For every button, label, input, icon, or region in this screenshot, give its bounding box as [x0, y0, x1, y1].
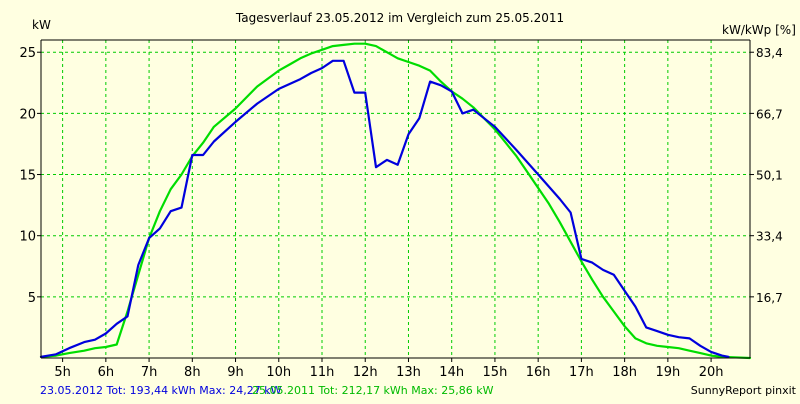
x-tick-label: 16h [526, 365, 551, 380]
x-tick-label: 11h [310, 365, 335, 380]
footer-credit: SunnyReport pinxit [691, 384, 797, 397]
x-tick-label: 12h [353, 365, 378, 380]
chart-title: Tagesverlauf 23.05.2012 im Vergleich zum… [235, 11, 564, 25]
y-axis-left-ticks: 5 10 15 20 25 [19, 46, 41, 306]
x-axis-ticks: 5h 6h 7h 8h 9h 10h 11h 12h 13h 14h 15h 16h 17h 18h 19h… [54, 358, 723, 380]
y-tick-label: 5 [28, 291, 36, 306]
grid-lines [41, 40, 750, 358]
x-tick-label: 15h [483, 365, 508, 380]
x-tick-label: 19h [655, 365, 680, 380]
x-tick-label: 18h [612, 365, 637, 380]
y2-tick-label: 16,7 [756, 291, 783, 305]
plot-area [41, 40, 750, 358]
x-tick-label: 8h [184, 365, 201, 380]
y-tick-label: 20 [19, 107, 36, 122]
x-tick-label: 7h [141, 365, 158, 380]
series-line-2011 [39, 42, 752, 360]
y-tick-label: 25 [19, 46, 36, 61]
y2-tick-label: 33,4 [756, 230, 783, 244]
x-tick-label: 9h [227, 365, 244, 380]
y-axis-right-label: kW/kWp [%] [722, 23, 796, 37]
x-tick-label: 10h [266, 365, 291, 380]
y-tick-label: 15 [19, 169, 36, 184]
series-lines [39, 42, 752, 360]
footer-series1-summary: 23.05.2012 Tot: 193,44 kWh Max: 24,27 kW [40, 384, 282, 397]
y2-tick-label: 66,7 [756, 107, 783, 121]
x-tick-label: 13h [396, 365, 421, 380]
x-tick-label: 5h [54, 365, 71, 380]
y-tick-label: 10 [19, 230, 36, 245]
y2-tick-label: 83,4 [756, 46, 783, 60]
x-tick-label: 20h [699, 365, 724, 380]
y2-tick-label: 50,1 [756, 169, 783, 183]
series-line-2012 [39, 59, 730, 358]
y-axis-right-ticks: 16,7 33,4 50,1 66,7 83,4 [750, 46, 783, 305]
y-axis-left-label: kW [32, 18, 51, 32]
x-tick-label: 6h [98, 365, 115, 380]
x-tick-label: 14h [439, 365, 464, 380]
x-tick-label: 17h [569, 365, 594, 380]
footer-series2-summary: 25.05.2011 Tot: 212,17 kWh Max: 25,86 kW [252, 384, 494, 397]
